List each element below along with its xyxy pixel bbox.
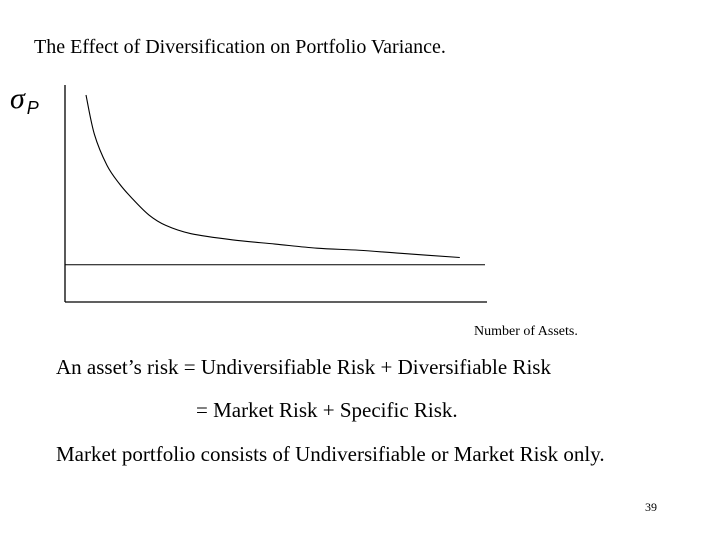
x-axis-label: Number of Assets. (474, 324, 578, 339)
total-risk-curve (85, 94, 460, 259)
asset-risk-equation: An asset’s risk = Undiversifiable Risk +… (56, 355, 551, 379)
market-portfolio-statement: Market portfolio consists of Undiversifi… (56, 442, 605, 466)
slide-title: The Effect of Diversification on Portfol… (34, 36, 446, 58)
sigma-subscript: P (26, 98, 39, 118)
sigma-symbol: σ (10, 82, 25, 115)
market-risk-equation: = Market Risk + Specific Risk. (196, 398, 458, 422)
page-number: 39 (645, 500, 657, 514)
